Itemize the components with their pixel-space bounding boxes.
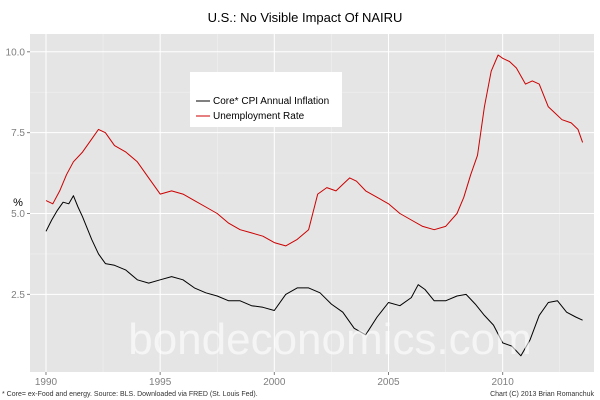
legend: Core* CPI Annual Inflation Unemployment … — [190, 72, 342, 127]
x-tick-label: 1990 — [35, 377, 58, 388]
legend-box — [190, 72, 342, 127]
y-tick-label: 5.0 — [11, 209, 25, 220]
y-axis-title: % — [13, 197, 23, 209]
chart-title: U.S.: No Visible Impact Of NAIRU — [208, 10, 403, 25]
axis-ticks: 1990 1995 2000 2005 2010 2.5 5.0 7.5 10.0 — [6, 47, 515, 388]
series-layer — [45, 54, 584, 357]
y-tick-label: 7.5 — [11, 128, 25, 139]
x-tick-label: 1995 — [149, 377, 172, 388]
legend-label-unemployment: Unemployment Rate — [213, 111, 305, 122]
source-note: * Core= ex-Food and energy. Source: BLS.… — [2, 391, 258, 398]
series-line-core-cpi-inflation — [45, 195, 583, 357]
legend-label-inflation: Core* CPI Annual Inflation — [213, 96, 329, 107]
x-tick-label: 2010 — [492, 377, 515, 388]
series-line-unemployment-rate — [45, 54, 584, 247]
x-tick-label: 2005 — [377, 377, 400, 388]
watermark: bondeconomics.com — [128, 315, 532, 364]
y-tick-label: 2.5 — [11, 290, 25, 301]
y-tick-label: 10.0 — [6, 47, 26, 58]
x-tick-label: 2000 — [263, 377, 286, 388]
credit-note: Chart (C) 2013 Brian Romanchuk — [490, 391, 594, 398]
